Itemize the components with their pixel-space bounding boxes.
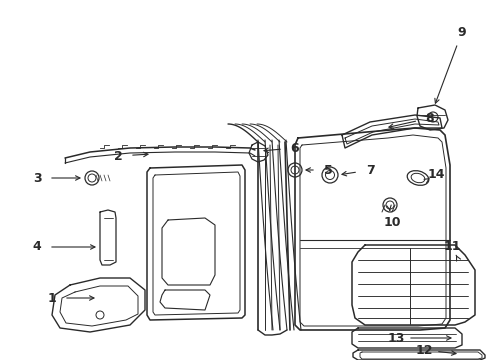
Text: 3: 3: [33, 171, 41, 184]
Text: 1: 1: [48, 292, 56, 305]
Text: 14: 14: [427, 167, 445, 180]
Text: 7: 7: [366, 163, 374, 176]
Text: 5: 5: [323, 163, 332, 176]
Text: 2: 2: [114, 149, 122, 162]
Text: 6: 6: [291, 141, 299, 154]
Text: 11: 11: [443, 240, 461, 253]
Text: 9: 9: [458, 26, 466, 39]
Text: 12: 12: [415, 343, 433, 356]
Text: 10: 10: [383, 216, 401, 229]
Text: 8: 8: [426, 112, 434, 125]
Text: 13: 13: [387, 332, 405, 345]
Text: 4: 4: [33, 240, 41, 253]
